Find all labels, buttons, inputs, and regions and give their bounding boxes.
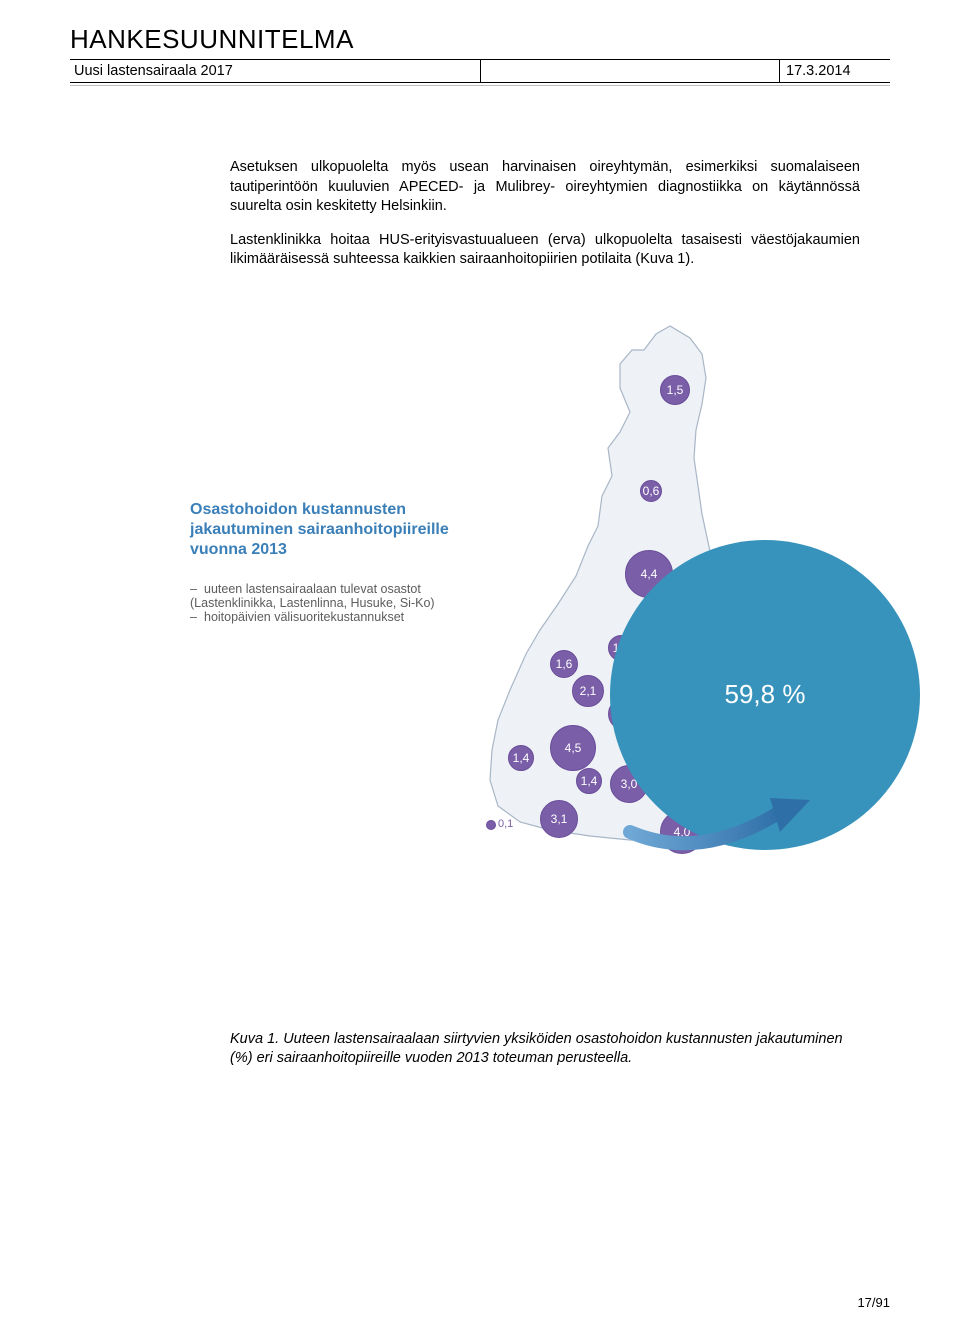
big-circle-label: 59,8 % — [725, 679, 806, 710]
paragraph-2: Lastenklinikka hoitaa HUS-erityisvastuua… — [230, 231, 860, 270]
arrow-icon — [620, 762, 820, 862]
map-note-1: –uuteen lastensairaalaan tulevat osastot… — [190, 582, 490, 610]
map-bubble: 1,4 — [508, 745, 534, 771]
figure-caption: Kuva 1. Uuteen lastensairaalaan siirtyvi… — [230, 1030, 860, 1069]
header-rule-bottom — [70, 82, 890, 83]
map-bubble-tiny-label: 0,1 — [498, 818, 513, 830]
map-note-2: –hoitopäivien välisuoritekustannukset — [190, 610, 490, 624]
map-bubble: 4,5 — [550, 725, 596, 771]
header-row: Uusi lastensairaala 2017 17.3.2014 — [70, 60, 890, 82]
map-bubble: 1,5 — [660, 375, 690, 405]
header-mid — [480, 60, 780, 82]
map-bubble: 3,1 — [540, 800, 578, 838]
light-rule — [70, 85, 890, 86]
map-bubble: 1,4 — [576, 768, 602, 794]
paragraph-1: Asetuksen ulkopuolelta myös usean harvin… — [230, 158, 860, 217]
body-text: Asetuksen ulkopuolelta myös usean harvin… — [230, 158, 860, 270]
map-bubble-tiny — [486, 820, 496, 830]
header-right: 17.3.2014 — [780, 60, 890, 82]
map-title: Osastohoidon kustannusten jakautuminen s… — [190, 500, 470, 560]
page-number: 17/91 — [857, 1295, 890, 1310]
map-bubble: 2,1 — [572, 675, 604, 707]
map-bubble: 0,6 — [640, 480, 662, 502]
header-left: Uusi lastensairaala 2017 — [70, 60, 480, 82]
map-bubble: 1,6 — [550, 650, 578, 678]
figure: Osastohoidon kustannusten jakautuminen s… — [190, 310, 860, 870]
map-notes: –uuteen lastensairaalaan tulevat osastot… — [190, 582, 490, 624]
doc-title: HANKESUUNNITELMA — [70, 24, 890, 55]
